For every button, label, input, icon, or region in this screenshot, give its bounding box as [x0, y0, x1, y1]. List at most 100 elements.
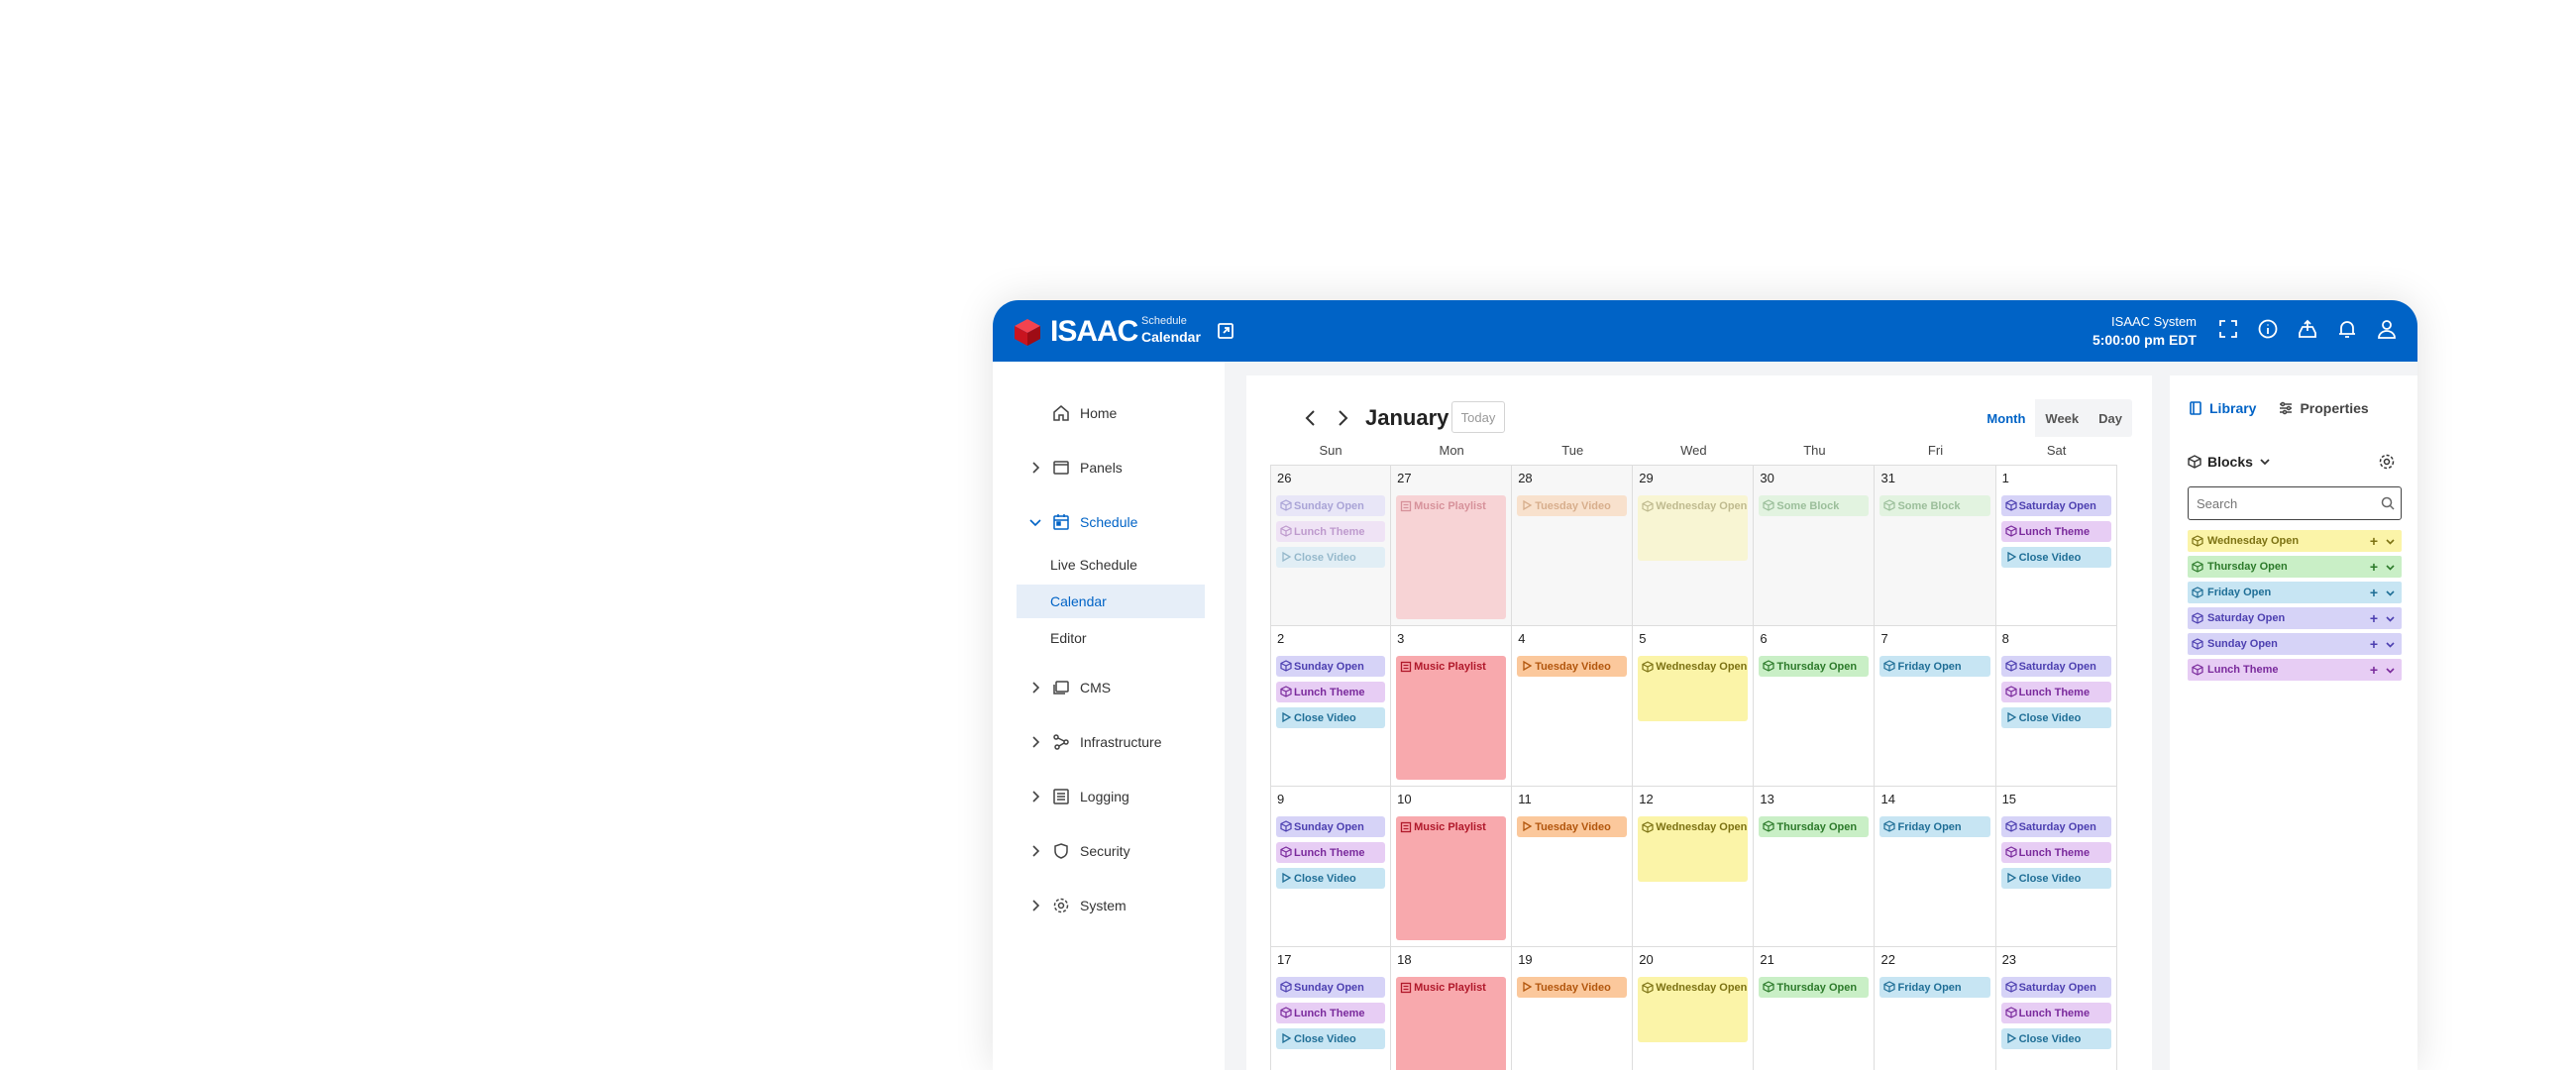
view-day-button[interactable]: Day: [2098, 410, 2122, 426]
block-list-item[interactable]: Thursday Open +: [2188, 556, 2402, 578]
day-cell[interactable]: 13 Thursday Open: [1754, 787, 1876, 946]
day-cell[interactable]: 2 Sunday Open Lunch Theme Close Video: [1270, 626, 1392, 786]
blocks-dropdown[interactable]: Blocks: [2188, 454, 2271, 470]
today-button[interactable]: Today: [1451, 401, 1505, 433]
chevron-down-icon[interactable]: [2385, 613, 2396, 624]
calendar-event-music-playlist[interactable]: Music Playlist: [1396, 656, 1507, 780]
calendar-event-close-video[interactable]: Close Video: [1276, 547, 1386, 568]
day-cell[interactable]: 12 Wednesday Open: [1633, 787, 1755, 946]
day-cell[interactable]: 30 Some Block: [1754, 466, 1876, 625]
calendar-event-some-block[interactable]: Some Block: [1879, 495, 1990, 516]
block-list-item[interactable]: Wednesday Open +: [2188, 530, 2402, 552]
calendar-event-sunday-open[interactable]: Sunday Open: [1276, 656, 1386, 677]
day-cell[interactable]: 14 Friday Open: [1875, 787, 1996, 946]
calendar-event-thursday-open[interactable]: Thursday Open: [1759, 816, 1870, 837]
day-cell[interactable]: 7 Friday Open: [1875, 626, 1996, 786]
calendar-event-some-block[interactable]: Some Block: [1759, 495, 1870, 516]
calendar-event-music-playlist[interactable]: Music Playlist: [1396, 816, 1507, 940]
day-cell[interactable]: 10 Music Playlist: [1391, 787, 1513, 946]
day-cell[interactable]: 29 Wednesday Open: [1633, 466, 1755, 625]
day-cell[interactable]: 28 Tuesday Video: [1512, 466, 1634, 625]
day-cell[interactable]: 8 Saturday Open Lunch Theme Close Video: [1996, 626, 2117, 786]
sidebar-item-home[interactable]: Home: [993, 397, 1225, 429]
add-block-button[interactable]: +: [2369, 636, 2378, 652]
user-icon[interactable]: [2376, 318, 2398, 340]
day-cell[interactable]: 18 Music Playlist: [1391, 947, 1513, 1070]
day-cell[interactable]: 31 Some Block: [1875, 466, 1996, 625]
calendar-event-saturday-open[interactable]: Saturday Open: [2000, 495, 2111, 516]
bell-icon[interactable]: [2336, 318, 2358, 340]
calendar-event-music-playlist[interactable]: Music Playlist: [1396, 977, 1507, 1070]
next-month-icon[interactable]: [1332, 407, 1353, 429]
view-month-button[interactable]: Month: [1977, 399, 2036, 437]
view-week-button[interactable]: Week: [2045, 410, 2080, 426]
calendar-event-sunday-open[interactable]: Sunday Open: [1276, 977, 1386, 998]
chevron-down-icon[interactable]: [2385, 665, 2396, 676]
calendar-event-tuesday-video[interactable]: Tuesday Video: [1517, 495, 1628, 516]
block-list-item[interactable]: Lunch Theme +: [2188, 659, 2402, 681]
calendar-event-saturday-open[interactable]: Saturday Open: [2000, 977, 2111, 998]
gear-icon[interactable]: [2378, 453, 2396, 471]
day-cell[interactable]: 3 Music Playlist: [1391, 626, 1513, 786]
day-cell[interactable]: 20 Wednesday Open: [1633, 947, 1755, 1070]
add-block-button[interactable]: +: [2369, 559, 2378, 575]
calendar-event-lunch-theme[interactable]: Lunch Theme: [2000, 842, 2111, 863]
calendar-event-lunch-theme[interactable]: Lunch Theme: [1276, 521, 1386, 542]
calendar-event-lunch-theme[interactable]: Lunch Theme: [1276, 842, 1386, 863]
sidebar-item-security[interactable]: Security: [993, 835, 1225, 867]
block-list-item[interactable]: Sunday Open +: [2188, 633, 2402, 655]
calendar-event-sunday-open[interactable]: Sunday Open: [1276, 495, 1386, 516]
calendar-event-sunday-open[interactable]: Sunday Open: [1276, 816, 1386, 837]
day-cell[interactable]: 26 Sunday Open Lunch Theme Close Video: [1270, 466, 1392, 625]
sidebar-item-logging[interactable]: Logging: [993, 781, 1225, 812]
sidebar-subitem-live-schedule[interactable]: Live Schedule: [1017, 548, 1205, 582]
calendar-event-wednesday-open[interactable]: Wednesday Open: [1638, 977, 1749, 1042]
calendar-event-tuesday-video[interactable]: Tuesday Video: [1517, 977, 1628, 998]
calendar-event-friday-open[interactable]: Friday Open: [1879, 977, 1990, 998]
search-input[interactable]: [2188, 486, 2402, 520]
calendar-event-wednesday-open[interactable]: Wednesday Open: [1638, 495, 1749, 561]
sidebar-item-schedule[interactable]: Schedule: [993, 506, 1225, 538]
day-cell[interactable]: 11 Tuesday Video: [1512, 787, 1634, 946]
tab-library[interactable]: Library: [2188, 395, 2256, 421]
day-cell[interactable]: 5 Wednesday Open: [1633, 626, 1755, 786]
calendar-event-close-video[interactable]: Close Video: [1276, 1028, 1386, 1049]
tab-properties[interactable]: Properties: [2278, 395, 2369, 421]
calendar-event-tuesday-video[interactable]: Tuesday Video: [1517, 816, 1628, 837]
day-cell[interactable]: 6 Thursday Open: [1754, 626, 1876, 786]
day-cell[interactable]: 15 Saturday Open Lunch Theme Close Video: [1996, 787, 2117, 946]
info-icon[interactable]: [2257, 318, 2279, 340]
calendar-event-lunch-theme[interactable]: Lunch Theme: [2000, 521, 2111, 542]
add-block-button[interactable]: +: [2369, 610, 2378, 626]
calendar-event-close-video[interactable]: Close Video: [1276, 868, 1386, 889]
sidebar-subitem-editor[interactable]: Editor: [1017, 621, 1205, 655]
calendar-event-close-video[interactable]: Close Video: [1276, 707, 1386, 728]
sidebar-item-cms[interactable]: CMS: [993, 672, 1225, 703]
calendar-event-saturday-open[interactable]: Saturday Open: [2000, 656, 2111, 677]
calendar-event-lunch-theme[interactable]: Lunch Theme: [2000, 1003, 2111, 1023]
open-external-icon[interactable]: [1217, 322, 1234, 340]
add-block-button[interactable]: +: [2369, 585, 2378, 600]
sidebar-item-infrastructure[interactable]: Infrastructure: [993, 726, 1225, 758]
day-cell[interactable]: 1 Saturday Open Lunch Theme Close Video: [1996, 466, 2117, 625]
day-cell[interactable]: 22 Friday Open: [1875, 947, 1996, 1070]
calendar-event-lunch-theme[interactable]: Lunch Theme: [1276, 1003, 1386, 1023]
calendar-event-close-video[interactable]: Close Video: [2000, 1028, 2111, 1049]
calendar-event-tuesday-video[interactable]: Tuesday Video: [1517, 656, 1628, 677]
day-cell[interactable]: 9 Sunday Open Lunch Theme Close Video: [1270, 787, 1392, 946]
chevron-down-icon[interactable]: [2385, 588, 2396, 598]
previous-month-icon[interactable]: [1300, 407, 1322, 429]
day-cell[interactable]: 4 Tuesday Video: [1512, 626, 1634, 786]
day-cell[interactable]: 19 Tuesday Video: [1512, 947, 1634, 1070]
add-block-button[interactable]: +: [2369, 662, 2378, 678]
calendar-event-close-video[interactable]: Close Video: [2000, 868, 2111, 889]
cloud-upload-icon[interactable]: [2297, 318, 2318, 340]
day-cell[interactable]: 27 Music Playlist: [1391, 466, 1513, 625]
sidebar-item-panels[interactable]: Panels: [993, 452, 1225, 483]
chevron-down-icon[interactable]: [2385, 536, 2396, 547]
calendar-event-close-video[interactable]: Close Video: [2000, 707, 2111, 728]
block-list-item[interactable]: Friday Open +: [2188, 582, 2402, 603]
calendar-event-wednesday-open[interactable]: Wednesday Open: [1638, 816, 1749, 882]
day-cell[interactable]: 17 Sunday Open Lunch Theme Close Video: [1270, 947, 1392, 1070]
block-list-item[interactable]: Saturday Open +: [2188, 607, 2402, 629]
